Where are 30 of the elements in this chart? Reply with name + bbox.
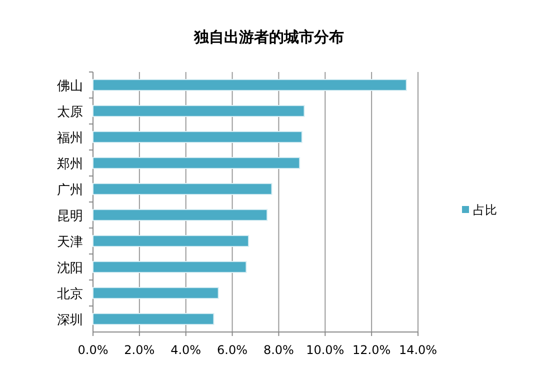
bar (92, 183, 272, 195)
y-tick-label: 太原 (57, 105, 83, 120)
x-tick-label: 6.0% (217, 343, 248, 357)
bar (92, 261, 247, 273)
x-tick-label: 2.0% (124, 343, 155, 357)
y-tick-label: 广州 (57, 183, 83, 198)
y-tick-label: 北京 (57, 287, 83, 302)
x-tick-label: 4.0% (170, 343, 202, 357)
chart-title: 独自出游者的城市分布 (193, 28, 344, 46)
y-tick-label: 郑州 (57, 157, 83, 172)
bar (92, 131, 302, 143)
y-tick-label: 福州 (57, 131, 83, 146)
bar (92, 235, 250, 247)
x-tick-label: 14.0% (398, 343, 438, 357)
bar (92, 79, 407, 91)
y-tick-label: 佛山 (57, 79, 83, 94)
bar (92, 209, 268, 221)
x-tick-label: 0.0% (78, 343, 108, 357)
bar (92, 287, 219, 299)
bar (92, 105, 305, 117)
x-tick-label: 10.0% (306, 343, 344, 357)
y-tick-label: 天津 (57, 235, 83, 250)
y-tick-label: 深圳 (57, 313, 83, 328)
x-tick-label: 12.0% (352, 343, 391, 357)
y-tick-label: 沈阳 (57, 261, 83, 276)
y-tick-label: 昆明 (57, 209, 83, 224)
bar (92, 157, 300, 169)
x-tick-label: 8.0% (263, 343, 294, 357)
bar (92, 313, 214, 325)
legend-label: 占比 (473, 203, 497, 217)
